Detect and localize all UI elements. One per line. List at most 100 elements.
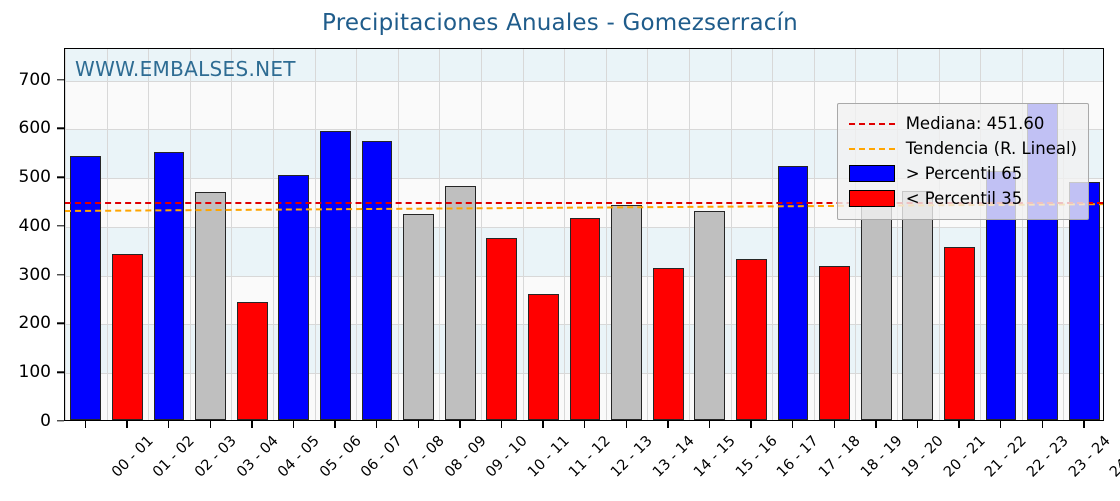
gridline-vertical bbox=[439, 49, 440, 420]
background-band bbox=[65, 49, 1103, 81]
bar-01-02 bbox=[112, 253, 143, 420]
bar-24-25 bbox=[1068, 182, 1100, 420]
x-tick-label: 00 - 01 bbox=[108, 433, 157, 481]
y-tick-mark bbox=[57, 420, 64, 422]
x-tick-label: 03 - 04 bbox=[233, 433, 282, 481]
trend-dash-icon bbox=[848, 147, 895, 150]
y-tick-label: 100 bbox=[18, 362, 51, 383]
gridline-vertical bbox=[897, 49, 898, 420]
gridline-vertical bbox=[231, 49, 232, 420]
gridline-vertical bbox=[606, 49, 607, 420]
x-tick-mark bbox=[1041, 421, 1043, 428]
x-tick-mark bbox=[334, 421, 336, 428]
gridline-vertical bbox=[731, 49, 732, 420]
legend-item-trend: Tendencia (R. Lineal) bbox=[848, 136, 1077, 161]
gridline-vertical bbox=[564, 49, 565, 420]
y-tick-label: 500 bbox=[18, 167, 51, 188]
x-tick-mark bbox=[625, 421, 627, 428]
blue-swatch-icon bbox=[848, 165, 895, 182]
legend-label: < Percentil 35 bbox=[905, 189, 1023, 208]
gridline-vertical bbox=[855, 49, 856, 420]
page-title: Precipitaciones Anuales - Gomezserracín bbox=[322, 10, 798, 36]
bar-15-16 bbox=[694, 211, 726, 420]
x-tick-label: 16 - 17 bbox=[774, 433, 823, 481]
bar-00-01 bbox=[70, 156, 102, 420]
x-tick-label: 19 - 20 bbox=[899, 433, 947, 481]
x-tick-mark bbox=[251, 421, 253, 428]
legend-item-high: > Percentil 65 bbox=[848, 161, 1077, 186]
bar-11-12 bbox=[528, 294, 559, 420]
bar-10-11 bbox=[486, 238, 518, 420]
x-tick-mark bbox=[542, 421, 544, 428]
x-tick-label: 14 - 15 bbox=[691, 433, 739, 481]
bar-07-08 bbox=[361, 140, 393, 420]
x-tick-label: 08 - 09 bbox=[441, 433, 490, 481]
x-tick-mark bbox=[84, 421, 87, 428]
x-tick-mark bbox=[500, 421, 503, 428]
x-tick-label: 12 - 13 bbox=[608, 433, 656, 481]
x-tick-mark bbox=[916, 421, 919, 428]
x-tick-mark bbox=[792, 421, 794, 428]
bar-08-09 bbox=[403, 213, 434, 420]
bar-18-19 bbox=[819, 266, 850, 420]
x-tick-label: 09 - 10 bbox=[483, 433, 531, 481]
legend-label: > Percentil 65 bbox=[905, 164, 1023, 183]
watermark-text: WWW.EMBALSES.NET bbox=[75, 57, 296, 81]
x-tick-mark bbox=[1000, 421, 1002, 428]
gridline-vertical bbox=[273, 49, 274, 420]
bar-16-17 bbox=[736, 259, 767, 420]
y-tick-mark bbox=[57, 78, 64, 81]
y-tick-label: 0 bbox=[40, 411, 51, 431]
y-tick-label: 600 bbox=[18, 118, 51, 139]
bar-21-22 bbox=[944, 247, 975, 420]
bar-09-10 bbox=[444, 185, 476, 420]
x-tick-label: 15 - 16 bbox=[732, 433, 781, 481]
gridline-vertical bbox=[772, 49, 773, 420]
gridline-vertical bbox=[1063, 49, 1064, 420]
red-swatch-icon bbox=[848, 190, 895, 207]
bar-17-18 bbox=[777, 165, 809, 420]
x-tick-label: 13 - 14 bbox=[649, 433, 698, 481]
legend-item-low: < Percentil 35 bbox=[848, 186, 1077, 211]
gridline-vertical bbox=[647, 49, 648, 420]
gridline-vertical bbox=[190, 49, 191, 420]
gridline-vertical bbox=[939, 49, 940, 420]
x-tick-mark bbox=[292, 421, 295, 428]
gridline-vertical bbox=[1022, 49, 1023, 420]
x-tick-label: 04 - 05 bbox=[275, 433, 323, 481]
x-tick-label: 17 - 18 bbox=[816, 433, 864, 481]
legend-label: Tendencia (R. Lineal) bbox=[905, 139, 1077, 158]
gridline-vertical bbox=[107, 49, 108, 420]
chart-legend: Mediana: 451.60 Tendencia (R. Lineal) > … bbox=[836, 103, 1089, 220]
bar-14-15 bbox=[652, 267, 684, 420]
gridline-vertical bbox=[814, 49, 815, 420]
x-tick-mark bbox=[1083, 421, 1085, 428]
x-tick-label: 11 - 12 bbox=[566, 433, 615, 481]
y-tick-mark bbox=[57, 176, 64, 178]
bar-04-05 bbox=[236, 302, 268, 420]
y-tick-label: 700 bbox=[18, 69, 51, 90]
x-tick-mark bbox=[958, 421, 960, 428]
gridline-vertical bbox=[980, 49, 981, 420]
bar-12-13 bbox=[569, 217, 601, 420]
x-tick-label: 06 - 07 bbox=[358, 433, 407, 481]
gridline-vertical bbox=[523, 49, 524, 420]
bar-13-14 bbox=[611, 204, 642, 420]
bar-05-06 bbox=[278, 175, 310, 420]
median-dash-icon bbox=[848, 122, 895, 125]
x-tick-label: 02 - 03 bbox=[192, 433, 240, 481]
gridline-vertical bbox=[65, 49, 66, 420]
x-tick-mark bbox=[667, 421, 669, 428]
y-axis: 0 100 200 300 400 500 600 700 bbox=[0, 48, 64, 431]
plot-area: WWW.EMBALSES.NET Mediana: 451.60 Tendenc… bbox=[64, 48, 1104, 421]
x-tick-mark bbox=[417, 421, 419, 428]
y-tick-mark bbox=[57, 274, 64, 276]
x-tick-label: 22 - 23 bbox=[1024, 433, 1072, 481]
bar-03-04 bbox=[195, 192, 226, 420]
x-tick-mark bbox=[209, 421, 211, 428]
x-tick-label: 01 - 02 bbox=[150, 433, 199, 481]
gridline-vertical bbox=[356, 49, 357, 420]
legend-item-median: Mediana: 451.60 bbox=[848, 111, 1077, 136]
gridline-horizontal bbox=[65, 129, 1103, 131]
